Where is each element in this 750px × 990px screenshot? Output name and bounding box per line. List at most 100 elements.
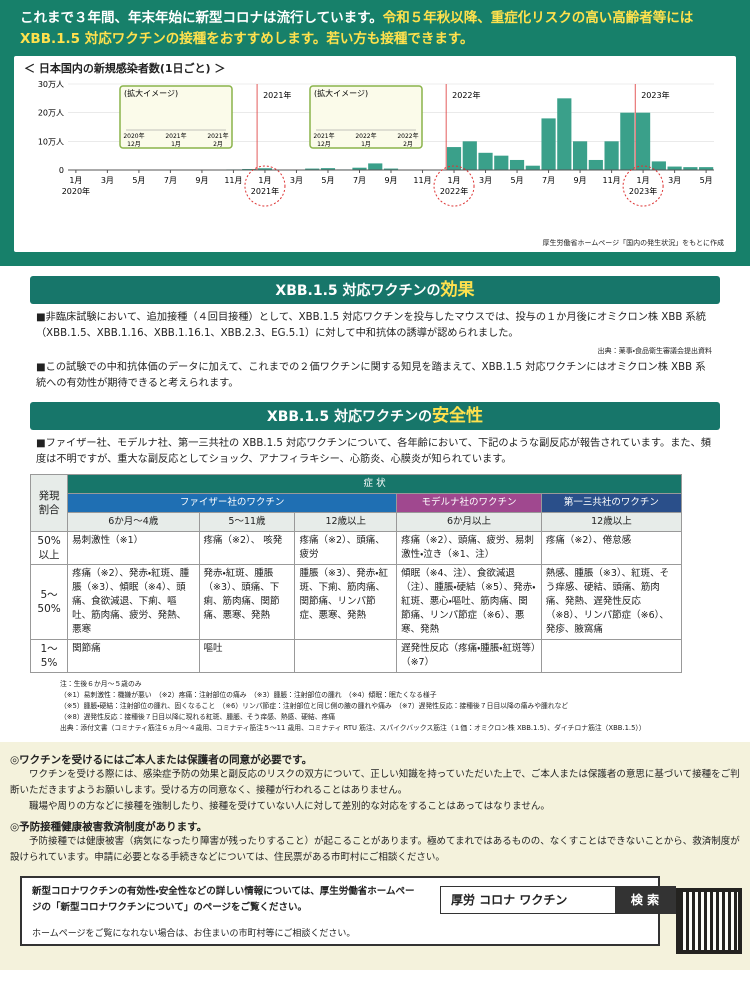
company-header: モデルナ社のワクチン — [396, 493, 542, 513]
rate-cell: 5～50% — [29, 564, 69, 640]
table-row: 50% 以上 易刺激性（※1） 疼痛（※2）、 咳発 疼痛（※2）、頭痛、疲労 疼痛（※… — [29, 531, 683, 565]
bar — [462, 141, 477, 170]
bar — [509, 159, 525, 170]
x-tick-label: 5月 — [700, 176, 713, 185]
note: （※8）遅発性反応：接種後７日目以降に現れる紅斑、腫脹、そう痒感、熱感、硬結、疼… — [60, 713, 336, 721]
age-header: 5～11歳 — [198, 512, 296, 532]
paragraph: ■ファイザー社、モデルナ社、第一三共社の XBB.1.5 対応ワクチンについて、… — [36, 438, 711, 465]
table-cell: 疼痛（※2）、発赤・紅斑、腫脹（※3）、傾眠（※4）、頭痛、食欲減退、下痢、嘔吐… — [67, 564, 200, 640]
table-cell — [294, 639, 398, 673]
bar — [699, 167, 714, 170]
bar — [352, 167, 367, 170]
year-label: 2020年 — [62, 186, 90, 196]
table-cell: 腫脹（※3）、発赤・紅斑、下痢、筋肉痛、関節痛、リンパ節症、悪寒、発熱 — [294, 564, 398, 640]
inset-label: (拡大イメージ) — [124, 88, 178, 98]
contact-box: 新型コロナワクチンの有効性・安全性などの詳しい情報については、厚生労働省ホームペ… — [20, 876, 676, 946]
bar — [320, 168, 336, 170]
x-tick-label: 11月 — [413, 176, 431, 185]
table-cell: 関節痛 — [67, 639, 200, 673]
search-query: 厚労 コロナ ワクチン — [451, 893, 568, 907]
header-text: これまで３年間、年末年始に新型コロナは流行しています。 — [20, 10, 383, 26]
x-tick-label: 3月 — [668, 176, 681, 185]
note: （※5）腫脹・硬結：注射部位の腫れ、固くなること （※6）リンパ節症：注射部位と… — [60, 702, 569, 710]
header-highlight: 令和５年秋以降、重症化リスクの高い高齢者等には XBB.1.5 対応ワクチンの接… — [20, 10, 694, 47]
y-tick-label: 30万人 — [38, 80, 64, 89]
table-header: 発現割合 — [29, 474, 69, 532]
inset-frame — [309, 85, 423, 149]
bar — [572, 141, 588, 170]
title-text: XBB.1.5 対応ワクチンの — [266, 409, 433, 425]
x-tick-label: 5月 — [321, 176, 334, 185]
notes: 注：生後６か月～５歳のみ （※1）易刺激性：機嫌が悪い （※2）疼痛：注射部位の痛… — [60, 679, 720, 734]
age-header: 6か月以上 — [396, 512, 542, 532]
section-title: XBB.1.5 対応ワクチンの効果 — [30, 276, 720, 304]
x-tick-label: 1月 — [258, 176, 271, 185]
inset-frame — [119, 85, 233, 149]
inset-tick: 2022年 — [397, 132, 418, 140]
notice-section: ◎ワクチンを受けるにはご本人または保護者の同意が必要です。 ワクチンを受ける際には… — [0, 742, 750, 970]
inset-tick: 1月 — [361, 141, 371, 148]
section-title: XBB.1.5 対応ワクチンの安全性 — [30, 402, 720, 430]
contact-text: 新型コロナワクチンの有効性・安全性などの詳しい情報については、厚生労働省ホームペ… — [32, 886, 415, 913]
x-tick-label: 3月 — [101, 176, 114, 185]
x-tick-label: 7月 — [353, 176, 366, 185]
search-button[interactable]: 検 索 — [615, 887, 675, 913]
x-tick-label: 3月 — [479, 176, 492, 185]
bar — [368, 163, 383, 170]
table-row: 5～50% 疼痛（※2）、発赤・紅斑、腫脹（※3）、傾眠（※4）、頭痛、食欲減退、… — [29, 564, 683, 640]
inset-tick: 12月 — [127, 141, 141, 148]
bar — [683, 167, 698, 170]
table-cell: 傾眠（※4、注）、食欲減退（注）、腫脹・硬結（※5）、発赤・紅斑、悪心・嘔吐、筋… — [396, 564, 542, 640]
x-tick-label: 5月 — [511, 176, 524, 185]
year-circle — [622, 165, 664, 207]
inset-tick: 1月 — [171, 141, 181, 148]
x-tick-label: 1月 — [69, 176, 82, 185]
year-marker: 2022年 — [452, 90, 480, 100]
bar — [242, 168, 257, 170]
bar — [446, 147, 462, 170]
table-row: 1～5% 関節痛 嘔吐 遅発性反応（疼痛・腫脹・紅斑等）（※7） — [29, 639, 683, 673]
inset-tick: 2月 — [213, 141, 223, 148]
year-label: 2022年 — [440, 186, 468, 196]
age-header: 12歳以上 — [540, 512, 683, 532]
y-tick-label: 0 — [59, 166, 64, 175]
notices: ◎ワクチンを受けるにはご本人または保護者の同意が必要です。 ワクチンを受ける際には… — [10, 752, 740, 866]
bar — [494, 155, 509, 170]
bar — [636, 112, 651, 170]
note: （※1）易刺激性：機嫌が悪い （※2）疼痛：注射部位の痛み （※3）腫脹：注射部… — [60, 691, 437, 699]
table-cell: 発赤・紅斑、腫脹（※3）、頭痛、下痢、筋肉痛、関節痛、悪寒、発熱 — [198, 564, 296, 640]
note: 注：生後６か月～５歳のみ — [60, 680, 142, 688]
header: これまで３年間、年末年始に新型コロナは流行しています。令和５年秋以降、重症化リス… — [20, 8, 730, 50]
y-tick-label: 10万人 — [38, 137, 64, 146]
age-header: 12歳以上 — [294, 512, 398, 532]
bar — [651, 161, 666, 170]
paragraph: ■非臨床試験において、追加接種（４回目接種）として、XBB.1.5 対応ワクチン… — [36, 312, 706, 339]
bar — [588, 159, 603, 170]
contact-footer: ホームページをご覧になれない場合は、お住まいの市町村等にご相談ください。 — [32, 929, 356, 939]
table-cell: 遅発性反応（疼痛・腫脹・紅斑等）（※7） — [396, 639, 542, 673]
x-tick-label: 9月 — [384, 176, 397, 185]
notice-body: 職場や周りの方などに接種を強制したり、接種を受けていない人に対して差別的な対応を… — [29, 801, 550, 812]
table-cell: 疼痛（※2）、倦怠感 — [540, 531, 683, 565]
search-box[interactable]: 厚労 コロナ ワクチン 検 索 — [440, 886, 676, 914]
x-tick-label: 5月 — [132, 176, 145, 185]
qr-code — [676, 888, 742, 954]
rate-cell: 50% 以上 — [29, 531, 69, 565]
bar — [667, 166, 682, 170]
x-tick-label: 11月 — [602, 176, 620, 185]
title-text: XBB.1.5 対応ワクチンの — [275, 283, 441, 299]
company-header: ファイザー社のワクチン — [67, 493, 398, 513]
table-cell: 疼痛（※2）、 咳発 — [198, 531, 296, 565]
x-tick-label: 1月 — [447, 176, 460, 185]
inset-tick: 2020年 — [123, 132, 144, 140]
x-tick-label: 7月 — [542, 176, 555, 185]
bar — [305, 168, 320, 170]
year-marker: 2023年 — [641, 90, 669, 100]
table-cell: 易刺激性（※1） — [67, 531, 200, 565]
bar — [525, 165, 540, 170]
year-circle — [433, 165, 475, 207]
inset-tick: 2021年 — [207, 132, 228, 140]
inset-tick: 2021年 — [313, 132, 334, 140]
x-tick-label: 3月 — [290, 176, 303, 185]
table-cell: 疼痛（※2）、頭痛、疲労 — [294, 531, 398, 565]
